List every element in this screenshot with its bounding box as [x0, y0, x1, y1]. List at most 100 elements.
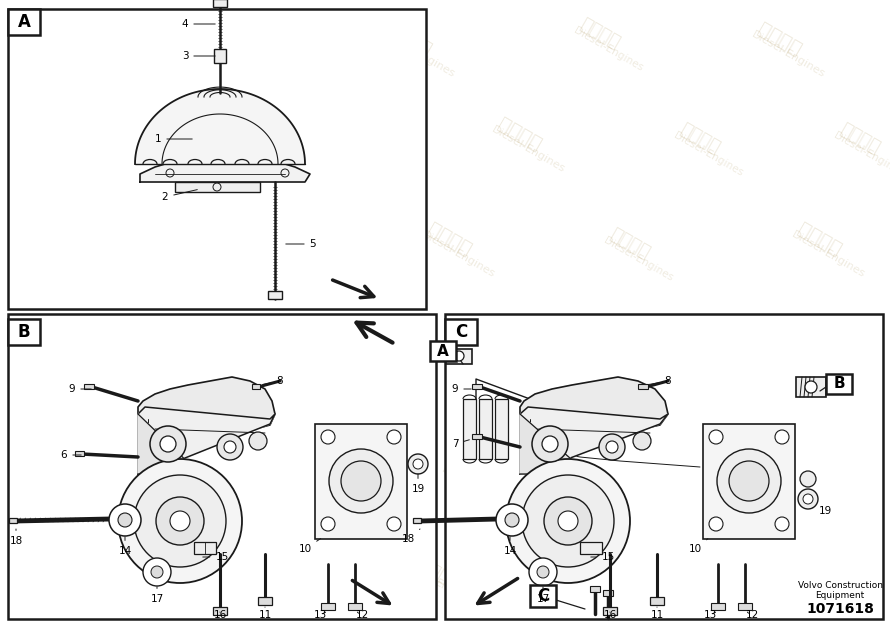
Bar — [472, 434, 482, 439]
Text: 紫发动力: 紫发动力 — [837, 121, 883, 157]
Text: Diesel-Engines: Diesel-Engines — [712, 350, 784, 398]
Text: Diesel-Engines: Diesel-Engines — [405, 562, 472, 606]
Bar — [258, 597, 272, 605]
Text: 18: 18 — [10, 529, 22, 546]
Text: Diesel-Engines: Diesel-Engines — [100, 459, 176, 509]
Text: 7: 7 — [452, 439, 469, 449]
Text: Diesel-Engines: Diesel-Engines — [831, 130, 890, 178]
Bar — [268, 291, 282, 299]
Text: Diesel-Engines: Diesel-Engines — [530, 344, 607, 394]
Circle shape — [150, 426, 186, 462]
Text: Diesel-Engines: Diesel-Engines — [789, 229, 867, 279]
Circle shape — [454, 351, 464, 361]
Polygon shape — [138, 377, 275, 429]
Text: Diesel-Engines: Diesel-Engines — [79, 229, 157, 279]
Circle shape — [633, 432, 651, 450]
Bar — [8, 9, 426, 309]
Text: 紫发动力: 紫发动力 — [319, 121, 362, 157]
Text: 1: 1 — [155, 134, 192, 144]
Circle shape — [387, 430, 401, 444]
Bar — [348, 603, 362, 610]
Bar — [75, 451, 84, 456]
Circle shape — [542, 436, 558, 452]
Text: 紫发动力: 紫发动力 — [585, 554, 635, 594]
Bar — [796, 377, 826, 397]
Polygon shape — [138, 414, 200, 474]
Bar — [472, 384, 482, 389]
Text: 紫发动力: 紫发动力 — [57, 550, 103, 587]
Circle shape — [803, 494, 813, 504]
Text: 15: 15 — [203, 552, 229, 562]
Text: Diesel-Engines: Diesel-Engines — [52, 560, 125, 608]
Text: 4: 4 — [182, 19, 215, 29]
Bar — [321, 603, 335, 610]
Circle shape — [170, 511, 190, 531]
Text: Diesel-Engines: Diesel-Engines — [621, 460, 694, 508]
Bar — [8, 319, 40, 345]
Polygon shape — [138, 407, 275, 474]
Circle shape — [156, 497, 204, 545]
Text: 16: 16 — [214, 610, 227, 620]
Bar — [826, 374, 852, 394]
Text: 紫发动力: 紫发动力 — [55, 14, 105, 54]
Circle shape — [522, 475, 614, 567]
Text: 紫发动力: 紫发动力 — [677, 121, 723, 157]
Text: 10: 10 — [689, 538, 708, 554]
Text: 紫发动力: 紫发动力 — [755, 19, 805, 59]
Text: Diesel-Engines: Diesel-Engines — [490, 124, 567, 174]
Text: 12: 12 — [355, 610, 368, 620]
Text: Diesel-Engines: Diesel-Engines — [21, 125, 94, 173]
Text: 16: 16 — [603, 610, 617, 620]
Circle shape — [544, 497, 592, 545]
Text: 紫发动力: 紫发动力 — [425, 219, 475, 259]
Circle shape — [408, 454, 428, 474]
Text: 5: 5 — [286, 239, 316, 249]
Text: Diesel-Engines: Diesel-Engines — [602, 235, 675, 283]
Text: Diesel-Engines: Diesel-Engines — [749, 29, 827, 79]
Text: 10: 10 — [298, 538, 320, 554]
Text: 紫发动力: 紫发动力 — [279, 451, 322, 487]
Text: 紫发动力: 紫发动力 — [495, 114, 545, 154]
Bar — [194, 542, 216, 554]
Bar — [430, 341, 456, 361]
Circle shape — [775, 517, 789, 531]
Text: B: B — [18, 323, 30, 341]
Text: 1071618: 1071618 — [806, 602, 874, 616]
Bar — [214, 49, 226, 63]
Text: 紫发动力: 紫发动力 — [445, 454, 495, 494]
Text: Diesel-Engines: Diesel-Engines — [440, 464, 516, 514]
Text: 紫发动力: 紫发动力 — [27, 116, 73, 153]
Text: 17: 17 — [537, 587, 550, 604]
Bar — [445, 319, 477, 345]
Text: 13: 13 — [313, 610, 327, 620]
Text: 11: 11 — [258, 607, 271, 620]
Polygon shape — [520, 377, 668, 429]
Text: Diesel-Engines: Diesel-Engines — [799, 464, 877, 514]
Text: 6: 6 — [61, 450, 81, 460]
Text: 8: 8 — [263, 376, 283, 386]
Text: Diesel-Engines: Diesel-Engines — [275, 462, 342, 506]
Circle shape — [606, 441, 618, 453]
Text: Diesel-Engines: Diesel-Engines — [379, 29, 457, 79]
Bar — [463, 399, 476, 459]
Circle shape — [118, 513, 132, 527]
Circle shape — [532, 426, 568, 462]
Bar — [445, 314, 883, 619]
Circle shape — [109, 504, 141, 536]
Bar — [590, 586, 600, 592]
Text: 紫发动力: 紫发动力 — [208, 16, 252, 52]
Bar — [580, 542, 602, 554]
Text: 紫发动力: 紫发动力 — [105, 449, 155, 489]
Text: 紫发动力: 紫发动力 — [225, 554, 275, 594]
Bar — [530, 585, 556, 607]
Bar — [9, 518, 17, 523]
Text: 紫发动力: 紫发动力 — [195, 334, 245, 374]
Bar — [213, 607, 227, 615]
Text: 紫发动力: 紫发动力 — [409, 551, 452, 587]
Text: 紫发动力: 紫发动力 — [627, 450, 673, 487]
Bar — [8, 314, 436, 619]
Circle shape — [537, 566, 549, 578]
Circle shape — [709, 430, 723, 444]
Text: 3: 3 — [182, 51, 215, 61]
Circle shape — [118, 459, 242, 583]
